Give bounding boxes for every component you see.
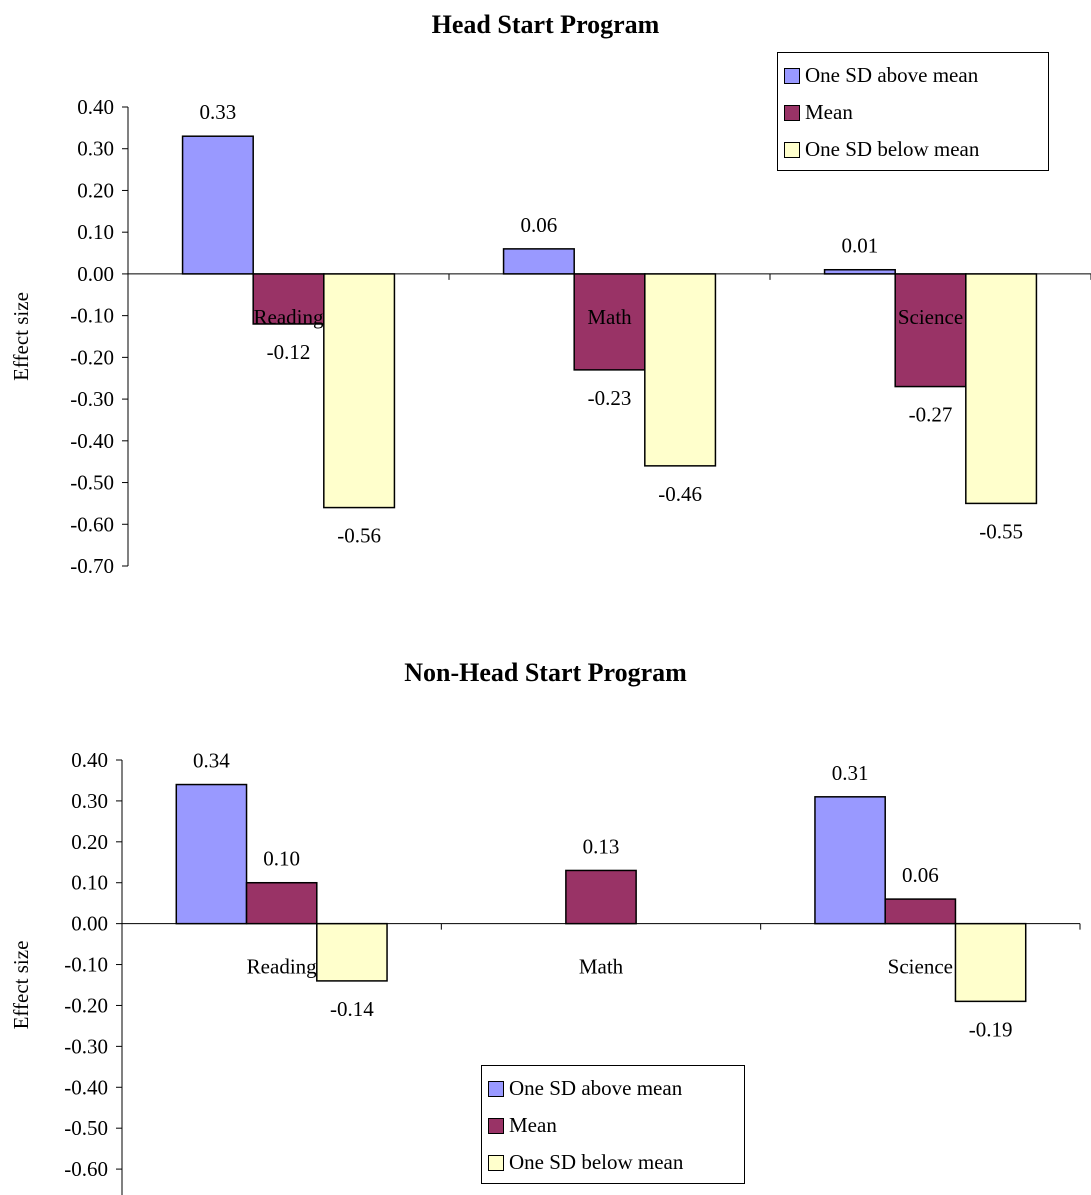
x-tick-label: Science (898, 305, 963, 329)
bar (502, 248, 575, 275)
legend-item-below: One SD below mean (488, 1144, 738, 1181)
legend-item-above: One SD above mean (488, 1070, 738, 1107)
data-label: -0.12 (267, 340, 311, 364)
y-tick-label: 0.20 (77, 178, 114, 202)
y-tick-label: 0.10 (71, 871, 108, 895)
legend: One SD above mean Mean One SD below mean (481, 1065, 745, 1184)
chart-head-start: Head Start Program 0.40 0.30 0.20 0.10 0.00 -… (9, 10, 1091, 578)
y-tick-label: -0.70 (70, 554, 114, 578)
y-tick-label: 0.30 (77, 137, 114, 161)
data-label: -0.14 (330, 997, 374, 1021)
legend-swatch (784, 141, 800, 158)
data-label: 0.33 (200, 100, 237, 124)
data-label: 0.31 (832, 761, 869, 785)
chart-non-head-start: Non-Head Start Program 0.40 0.30 0.20 0.10 0… (0, 640, 1091, 1195)
bar (181, 135, 254, 275)
y-tick-label: -0.50 (70, 471, 114, 495)
y-axis-title: Effect size (9, 292, 33, 381)
bar (954, 922, 1027, 1003)
legend-item-mean: Mean (784, 94, 1042, 131)
y-axis-title: Effect size (9, 941, 33, 1030)
data-label: -0.46 (658, 482, 702, 506)
y-tick-label: 0.40 (77, 95, 114, 119)
x-tick-label: Science (888, 955, 953, 979)
bar (644, 273, 717, 467)
legend-label: One SD below mean (509, 1150, 684, 1174)
y-tick-label: -0.50 (64, 1116, 108, 1140)
data-label: 0.01 (842, 234, 879, 258)
data-label: -0.55 (979, 519, 1023, 543)
y-tick-label: 0.00 (71, 912, 108, 936)
legend-item-above: One SD above mean (784, 57, 1042, 94)
data-label: 0.34 (193, 749, 230, 773)
legend-label: Mean (509, 1113, 557, 1137)
y-tick-label: -0.60 (64, 1157, 108, 1181)
y-tick-label: -0.60 (70, 512, 114, 536)
bar (565, 869, 637, 925)
bar (823, 268, 896, 275)
y-tick-label: -0.20 (64, 993, 108, 1017)
legend-item-below: One SD below mean (784, 131, 1042, 168)
bar (252, 273, 325, 325)
x-tick-label: Reading (247, 955, 317, 979)
data-label: -0.27 (909, 403, 953, 427)
y-tick-label: 0.10 (77, 220, 114, 244)
bar (965, 273, 1038, 505)
plot-area: 0.40 0.30 0.20 0.10 0.00 -0.10 -0.20 -0.30 -0.40… (9, 95, 1091, 578)
legend-label: One SD below mean (805, 137, 980, 161)
data-label: -0.56 (337, 524, 381, 548)
y-tick-label: 0.20 (71, 830, 108, 854)
plot-area: 0.40 0.30 0.20 0.10 0.00 -0.10 -0.20 -0.30 -0.40… (9, 748, 1081, 1195)
data-label: -0.23 (588, 386, 632, 410)
legend-swatch (784, 67, 800, 84)
data-label: 0.13 (583, 834, 620, 858)
y-tick-label: -0.40 (70, 429, 114, 453)
legend-swatch (488, 1117, 504, 1134)
y-tick-label: 0.00 (77, 262, 114, 286)
y-tick-label: -0.10 (70, 304, 114, 328)
bar (323, 273, 396, 509)
chart-title: Head Start Program (431, 10, 660, 39)
bar (894, 273, 967, 388)
y-tick-label: -0.30 (70, 387, 114, 411)
y-tick-label: -0.30 (64, 1034, 108, 1058)
legend-swatch (488, 1154, 504, 1171)
legend-label: One SD above mean (805, 63, 979, 87)
bar (175, 783, 248, 925)
y-tick-label: 0.30 (71, 789, 108, 813)
legend: One SD above mean Mean One SD below mean (777, 52, 1049, 171)
legend-label: One SD above mean (509, 1076, 683, 1100)
legend-label: Mean (805, 100, 853, 124)
y-tick-label: -0.40 (64, 1075, 108, 1099)
x-tick-label: Reading (254, 305, 324, 329)
data-label: -0.19 (969, 1017, 1013, 1041)
bar (884, 898, 957, 925)
data-label: 0.10 (263, 847, 300, 871)
x-tick-label: Math (587, 305, 632, 329)
bar (573, 273, 646, 371)
y-tick-label: -0.10 (64, 953, 108, 977)
chart-title: Non-Head Start Program (404, 658, 687, 687)
legend-swatch (784, 104, 800, 121)
y-tick-label: -0.20 (70, 345, 114, 369)
bar (814, 796, 886, 925)
bar (316, 922, 388, 982)
x-tick-label: Math (579, 955, 624, 979)
legend-swatch (488, 1080, 504, 1097)
data-label: 0.06 (902, 863, 939, 887)
legend-item-mean: Mean (488, 1107, 738, 1144)
bar (245, 881, 318, 925)
data-label: 0.06 (521, 213, 558, 237)
y-tick-label: 0.40 (71, 748, 108, 772)
